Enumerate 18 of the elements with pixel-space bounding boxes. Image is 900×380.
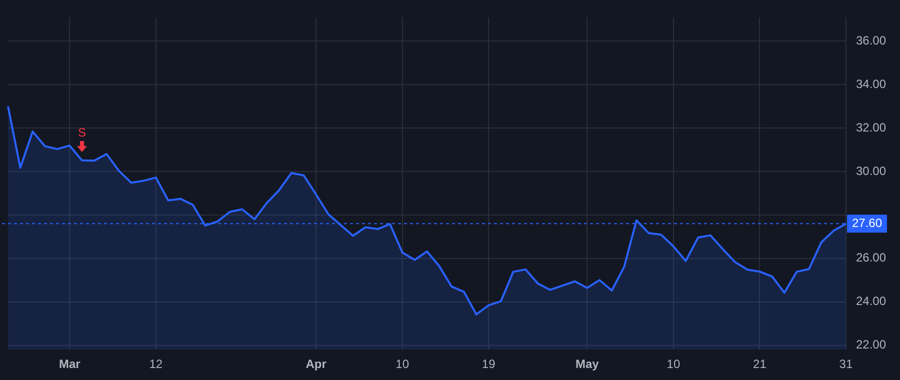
- x-tick-label: May: [576, 357, 600, 372]
- y-tick-label: 34.00: [856, 76, 886, 91]
- y-tick-label: 24.00: [856, 294, 886, 308]
- x-tick-label: 31: [839, 357, 853, 372]
- x-tick-label: 12: [149, 357, 163, 372]
- x-tick-label: 10: [666, 357, 680, 372]
- x-tick-label: Mar: [58, 357, 81, 372]
- ref-line-label: 27.60: [852, 216, 882, 230]
- annotation: S: [78, 126, 86, 140]
- y-tick-label: 36.00: [856, 33, 886, 48]
- y-tick-label: 32.00: [856, 120, 886, 134]
- x-tick-label: Apr: [306, 357, 327, 372]
- x-tick-label: 21: [753, 357, 767, 372]
- x-tick-label: 10: [396, 357, 410, 372]
- y-tick-label: 30.00: [856, 164, 886, 178]
- y-tick-label: 26.00: [856, 250, 886, 265]
- x-tick-label: 19: [482, 357, 496, 372]
- y-tick-label: 22.00: [856, 338, 886, 352]
